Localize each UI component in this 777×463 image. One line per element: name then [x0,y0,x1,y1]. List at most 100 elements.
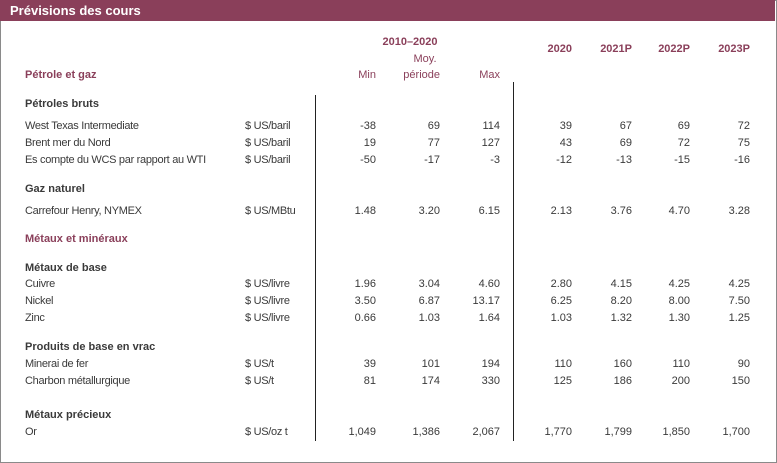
cell-brent-min: 19 [363,137,376,149]
cell-zinc-avg: 1.03 [418,312,440,324]
cell-fer-min: 39 [363,358,376,370]
group-gaz-naturel: Gaz naturel [25,183,85,195]
period-header: 2010–2020 [382,36,438,48]
cell-henry-avg: 3.20 [418,205,440,217]
cell-charbon-v2023: 150 [731,375,750,387]
cell-brent-unit: $ US/baril [245,137,291,149]
cell-or-v2023: 1,700 [722,426,750,438]
cell-cuivre-max: 4.60 [478,278,500,290]
cell-cuivre-v2023: 4.25 [728,278,750,290]
cell-charbon-v2020: 125 [553,375,572,387]
cell-zinc-v2022: 1.30 [668,312,690,324]
cell-cuivre-name: Cuivre [25,278,55,290]
title-bar: Prévisions des cours [0,0,775,21]
cell-henry-max: 6.15 [478,205,500,217]
cell-or-name: Or [25,426,37,438]
divider-left [315,95,316,441]
cell-wcs-unit: $ US/baril [245,154,291,166]
section-label-petrole-gaz: Pétrole et gaz [25,69,97,81]
cell-henry-min: 1.48 [354,205,376,217]
cell-henry-name: Carrefour Henry, NYMEX [25,205,142,217]
cell-wti-name: West Texas Intermediate [25,120,139,132]
group-metaux-precieux: Métaux précieux [25,409,112,421]
cell-cuivre-v2021: 4.15 [610,278,632,290]
cell-henry-v2020: 2.13 [550,205,572,217]
group-petroles-bruts: Pétroles bruts [25,98,99,110]
cell-cuivre-avg: 3.04 [418,278,440,290]
cell-nickel-min: 3.50 [354,295,376,307]
cell-brent-max: 127 [481,137,500,149]
cell-cuivre-unit: $ US/livre [245,278,290,290]
year-2021-header: 2021P [600,43,632,55]
cell-cuivre-v2022: 4.25 [668,278,690,290]
cell-wcs-v2022: -15 [674,154,690,166]
avg-header-line1: Moy. [413,53,437,65]
cell-zinc-max: 1.64 [478,312,500,324]
cell-brent-avg: 77 [427,137,440,149]
year-2020-header: 2020 [547,43,572,55]
cell-wti-v2021: 67 [619,120,632,132]
min-header: Min [358,69,376,81]
cell-charbon-max: 330 [481,375,500,387]
cell-nickel-unit: $ US/livre [245,295,290,307]
cell-zinc-v2020: 1.03 [550,312,572,324]
cell-wti-min: -38 [360,120,376,132]
cell-cuivre-min: 1.96 [354,278,376,290]
cell-wti-unit: $ US/baril [245,120,291,132]
panel-title: Prévisions des cours [10,3,141,18]
year-2022-header: 2022P [658,43,690,55]
cell-wti-v2020: 39 [559,120,572,132]
cell-nickel-v2023: 7.50 [728,295,750,307]
cell-fer-max: 194 [481,358,500,370]
cell-charbon-v2021: 186 [613,375,632,387]
cell-nickel-v2022: 8.00 [668,295,690,307]
cell-or-min: 1,049 [348,426,376,438]
cell-zinc-v2023: 1.25 [728,312,750,324]
cell-charbon-min: 81 [363,375,376,387]
cell-wti-avg: 69 [427,120,440,132]
cell-henry-v2022: 4.70 [668,205,690,217]
group-metaux-mineraux: Métaux et minéraux [25,233,128,245]
cell-wti-v2022: 69 [677,120,690,132]
cell-wcs-v2023: -16 [734,154,750,166]
cell-or-v2020: 1,770 [544,426,572,438]
cell-wti-max: 114 [482,120,500,132]
cell-charbon-unit: $ US/t [245,375,274,387]
cell-brent-v2020: 43 [559,137,572,149]
cell-wcs-v2020: -12 [556,154,572,166]
cell-fer-unit: $ US/t [245,358,274,370]
cell-wcs-avg: -17 [424,154,440,166]
cell-wcs-name: Es compte du WCS par rapport au WTI [25,154,206,166]
cell-charbon-avg: 174 [421,375,440,387]
cell-or-max: 2,067 [472,426,500,438]
cell-henry-v2023: 3.28 [728,205,750,217]
cell-or-v2021: 1,799 [604,426,632,438]
cell-fer-avg: 101 [421,358,440,370]
cell-or-unit: $ US/oz t [245,426,288,438]
cell-nickel-v2020: 6.25 [550,295,572,307]
cell-nickel-v2021: 8.20 [610,295,632,307]
cell-fer-name: Minerai de fer [25,358,89,370]
cell-fer-v2023: 90 [737,358,750,370]
group-metaux-base: Métaux de base [25,262,107,274]
cell-fer-v2021: 160 [613,358,632,370]
cell-charbon-name: Charbon métallurgique [25,375,130,387]
cell-wcs-v2021: -13 [616,154,632,166]
cell-brent-name: Brent mer du Nord [25,137,111,149]
cell-nickel-max: 13.17 [472,295,500,307]
cell-cuivre-v2020: 2.80 [550,278,572,290]
cell-nickel-name: Nickel [25,295,54,307]
max-header: Max [479,69,500,81]
year-2023-header: 2023P [718,43,750,55]
cell-brent-v2022: 72 [677,137,690,149]
cell-zinc-min: 0.66 [354,312,376,324]
cell-zinc-name: Zinc [25,312,45,324]
cell-or-v2022: 1,850 [662,426,690,438]
cell-henry-v2021: 3.76 [610,205,632,217]
cell-fer-v2020: 110 [554,358,572,370]
cell-zinc-unit: $ US/livre [245,312,290,324]
cell-wcs-min: -50 [360,154,376,166]
cell-wti-v2023: 72 [737,120,750,132]
divider-right [513,82,514,441]
